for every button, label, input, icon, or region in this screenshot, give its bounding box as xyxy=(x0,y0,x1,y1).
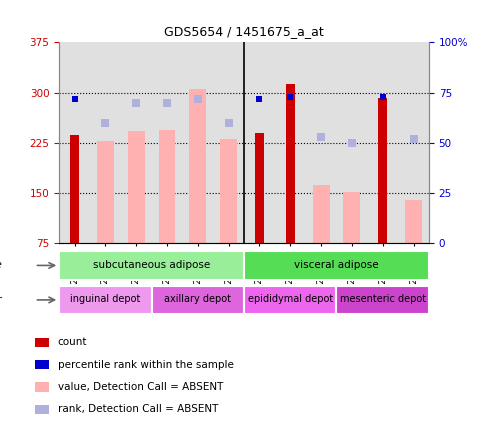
Bar xyxy=(59,286,152,313)
Text: epididymal depot: epididymal depot xyxy=(247,294,333,304)
Bar xyxy=(152,286,244,313)
Text: value, Detection Call = ABSENT: value, Detection Call = ABSENT xyxy=(58,382,223,392)
Text: tissue: tissue xyxy=(0,261,2,270)
Bar xyxy=(189,89,206,243)
Bar xyxy=(220,140,237,243)
Bar xyxy=(35,360,49,369)
Bar xyxy=(59,251,244,280)
Bar xyxy=(35,405,49,414)
Bar xyxy=(405,200,422,243)
Bar xyxy=(35,382,49,392)
Text: rank, Detection Call = ABSENT: rank, Detection Call = ABSENT xyxy=(58,404,218,415)
Bar xyxy=(344,192,360,243)
Text: percentile rank within the sample: percentile rank within the sample xyxy=(58,360,233,370)
Text: other: other xyxy=(0,295,2,305)
Bar xyxy=(244,286,336,313)
Bar xyxy=(128,132,144,243)
Bar xyxy=(336,286,429,313)
Bar xyxy=(378,98,387,243)
Bar xyxy=(70,135,79,243)
Bar xyxy=(97,141,114,243)
Text: axillary depot: axillary depot xyxy=(164,294,231,304)
Bar xyxy=(313,185,329,243)
Text: visceral adipose: visceral adipose xyxy=(294,260,379,270)
Text: mesenteric depot: mesenteric depot xyxy=(340,294,426,304)
Text: inguinal depot: inguinal depot xyxy=(70,294,141,304)
Bar xyxy=(159,130,176,243)
Text: subcutaneous adipose: subcutaneous adipose xyxy=(93,260,210,270)
Bar xyxy=(255,133,264,243)
Bar xyxy=(286,84,294,243)
Bar xyxy=(35,338,49,347)
Title: GDS5654 / 1451675_a_at: GDS5654 / 1451675_a_at xyxy=(164,25,324,38)
Text: count: count xyxy=(58,338,87,347)
Bar xyxy=(244,251,429,280)
